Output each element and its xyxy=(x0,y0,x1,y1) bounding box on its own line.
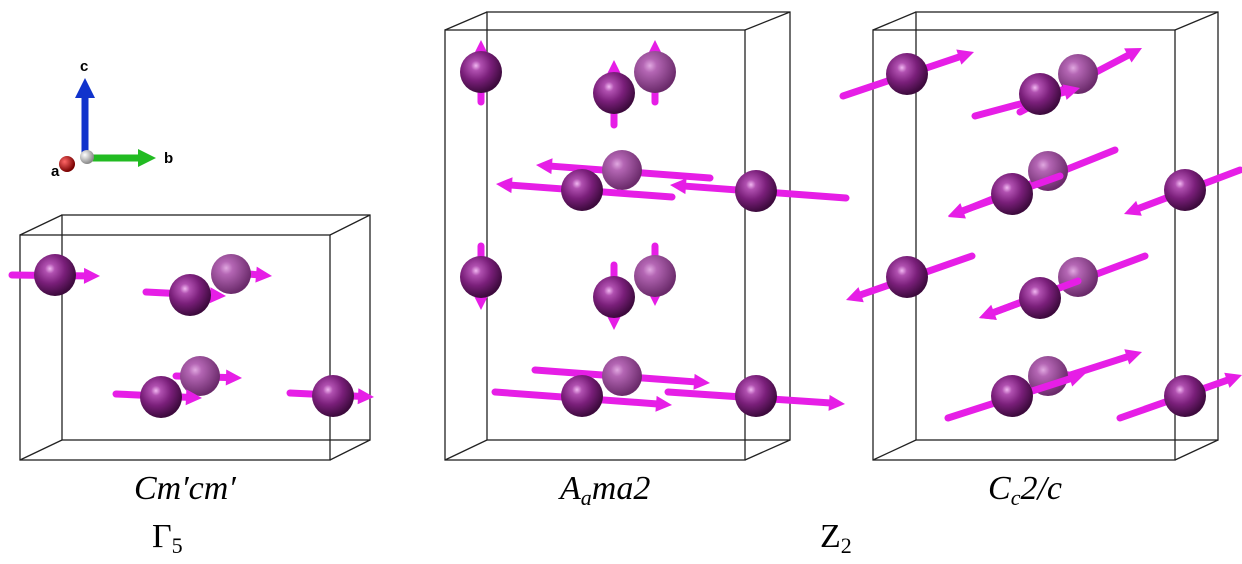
irrep-label-z: Z2 xyxy=(820,518,852,559)
atom xyxy=(593,72,635,114)
atom-back xyxy=(634,51,676,93)
atom-back xyxy=(602,356,642,396)
atom xyxy=(886,256,928,298)
cell-edge-depth xyxy=(872,11,917,31)
group-main-3: C xyxy=(988,470,1011,507)
cell-edge-depth xyxy=(329,439,371,461)
magnetic-group-label-3: Cc2/c xyxy=(988,470,1062,511)
spin-head xyxy=(606,314,622,330)
irrep-main-z: Z xyxy=(820,518,841,555)
spin-head xyxy=(357,388,374,405)
unit-cell-3 xyxy=(872,11,1219,461)
cell-edge-front xyxy=(444,29,746,461)
cell-edge-front xyxy=(19,234,331,461)
spin-head xyxy=(828,394,845,411)
atom xyxy=(1164,375,1206,417)
spin-head xyxy=(670,178,687,195)
atom-back xyxy=(1058,257,1098,297)
cell-edge-front xyxy=(872,29,1176,461)
spin-head xyxy=(185,389,202,406)
atom xyxy=(735,170,777,212)
cell-edge-depth xyxy=(744,439,791,461)
atom xyxy=(1164,169,1206,211)
atom xyxy=(140,376,182,418)
spin-head xyxy=(1124,200,1142,216)
spin-head xyxy=(1124,349,1142,365)
atom xyxy=(886,53,928,95)
spin-head xyxy=(83,267,100,284)
atom xyxy=(991,375,1033,417)
b-axis-head xyxy=(138,149,156,167)
group-tail-3: 2/c xyxy=(1020,470,1062,507)
atom xyxy=(561,169,603,211)
atom xyxy=(1019,73,1061,115)
unit-cell-2 xyxy=(444,11,791,461)
spin-head xyxy=(1124,48,1142,63)
cell-edge-depth xyxy=(1174,439,1219,461)
spin-head xyxy=(255,266,272,283)
atom-back xyxy=(634,255,676,297)
atom-back xyxy=(602,150,642,190)
cell-edge-depth xyxy=(19,214,63,236)
spin-head xyxy=(1224,372,1242,388)
atom xyxy=(460,256,502,298)
cell-edge-back xyxy=(486,11,791,441)
axis-triad xyxy=(59,78,156,172)
group-sub-3: c xyxy=(1010,485,1021,510)
group-main-2: A xyxy=(560,470,581,507)
magnetic-group-label-1: Cm′cm′ xyxy=(134,470,236,508)
cell-edge-depth xyxy=(329,214,371,236)
atom xyxy=(460,51,502,93)
a-axis-sphere xyxy=(59,156,75,172)
atom xyxy=(991,173,1033,215)
irrep-label-gamma: Γ5 xyxy=(152,518,183,559)
origin-sphere xyxy=(80,150,94,164)
atom xyxy=(34,254,76,296)
spin-head xyxy=(209,287,226,304)
irrep-sub-gamma: 5 xyxy=(171,533,183,558)
magnetic-group-label-2: Aama2 xyxy=(560,470,650,511)
atom xyxy=(593,276,635,318)
spin-head xyxy=(693,373,710,390)
atom xyxy=(169,274,211,316)
spin-head xyxy=(655,395,672,412)
cell-edge-depth xyxy=(744,11,791,31)
unit-cell-1 xyxy=(19,214,371,461)
spin-head xyxy=(979,304,997,320)
cell-edge-depth xyxy=(444,11,488,31)
spin-head xyxy=(846,287,864,303)
spin-head xyxy=(606,60,622,76)
cell-edge-back xyxy=(915,11,1219,441)
group-main-1: Cm′cm′ xyxy=(134,470,236,507)
spin-head xyxy=(1067,371,1085,387)
c-axis-head xyxy=(75,78,95,98)
spin-head xyxy=(536,158,553,175)
atom-back xyxy=(1058,54,1098,94)
atom xyxy=(561,375,603,417)
spin-head xyxy=(948,203,966,219)
atom-back xyxy=(180,356,220,396)
irrep-sub-z: 2 xyxy=(840,533,852,558)
spin-head xyxy=(1062,84,1080,100)
cell-edge-depth xyxy=(444,439,488,461)
group-sub-2: a xyxy=(580,485,592,510)
spin-head xyxy=(956,49,974,65)
axis-label-c: c xyxy=(80,58,89,75)
cell-edge-back xyxy=(61,214,371,441)
atom xyxy=(1019,277,1061,319)
spin-head xyxy=(473,294,489,310)
cell-edge-depth xyxy=(872,439,917,461)
atom xyxy=(735,375,777,417)
group-tail-2: ma2 xyxy=(591,470,651,507)
atom-back xyxy=(211,254,251,294)
cell-edge-depth xyxy=(19,439,63,461)
cell-edge-depth xyxy=(1174,11,1219,31)
spin-head xyxy=(496,177,513,194)
irrep-main-gamma: Γ xyxy=(152,518,172,555)
axis-label-a: a xyxy=(51,163,60,180)
axis-label-b: b xyxy=(164,150,174,167)
spin-head xyxy=(225,369,242,386)
atom xyxy=(312,375,354,417)
